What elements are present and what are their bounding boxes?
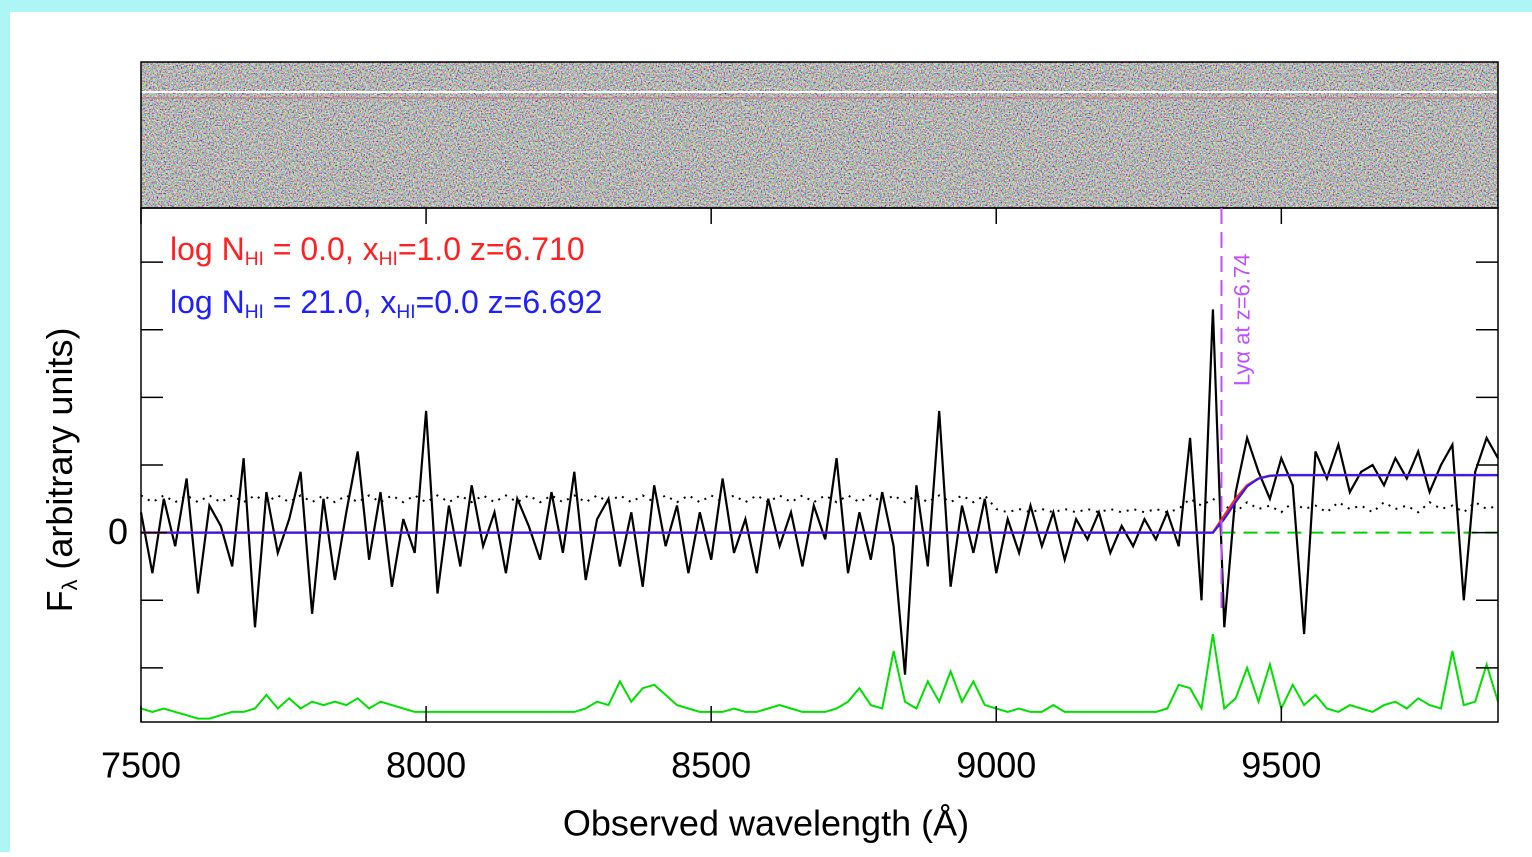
text-part: = 0.0, x [264, 231, 379, 267]
series-line [141, 474, 1498, 534]
text-part: log N [170, 284, 245, 320]
series-line [140, 633, 1499, 720]
subscript: HI [379, 249, 398, 270]
text-part: = 21.0, x [264, 284, 397, 320]
x-tick-label: 7500 [101, 745, 181, 786]
legend-entry: log NHI​ = 0.0, xHI​=1.0 z=6.710 [170, 231, 585, 270]
text-part: log N [170, 231, 245, 267]
x-tick-label: 9000 [956, 745, 1036, 786]
x-tick-label: 8000 [386, 745, 466, 786]
series-line [139, 309, 1499, 675]
text-part: F [39, 590, 80, 612]
text-part: =0.0 z=6.692 [416, 284, 603, 320]
subscript: λ [57, 579, 82, 590]
text-part: =1.0 z=6.710 [398, 231, 585, 267]
text-part: (arbitrary units) [39, 328, 80, 580]
x-tick-label: 8500 [671, 745, 751, 786]
lya-label: Lyα at z=6.74 [1229, 254, 1254, 386]
y-axis-label: Fλ​ (arbitrary units) [39, 328, 82, 613]
legend-entry: log NHI​ = 21.0, xHI​=0.0 z=6.692 [170, 284, 602, 323]
subscript: HI [245, 249, 264, 270]
x-tick-label: 9500 [1241, 745, 1321, 786]
spectrum-image [141, 62, 1498, 208]
plot-area [139, 309, 1499, 720]
subscript: HI [396, 302, 415, 323]
y-tick-label: 0 [108, 511, 128, 552]
subscript: HI [245, 302, 264, 323]
x-axis-label: Observed wavelength (Å) [563, 803, 969, 844]
